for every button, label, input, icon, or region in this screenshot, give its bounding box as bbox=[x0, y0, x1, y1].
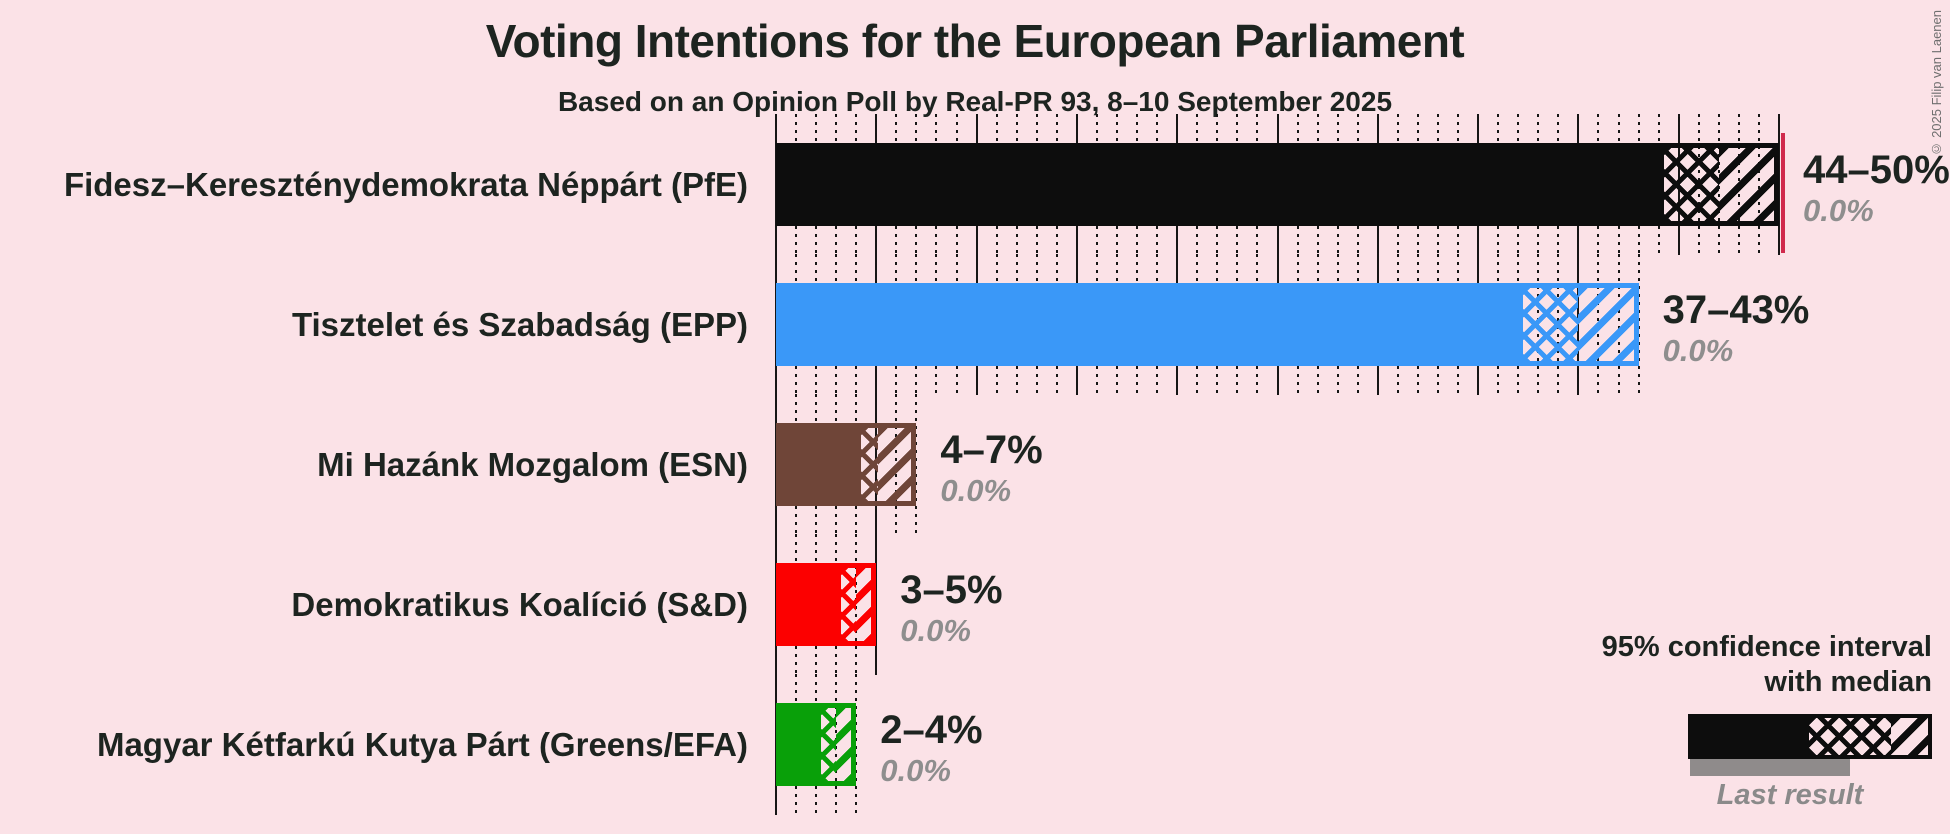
bar-solid-segment bbox=[776, 143, 1659, 226]
value-label-group: 44–50% 0.0% bbox=[1803, 149, 1950, 228]
party-label: Demokratikus Koalíció (S&D) bbox=[291, 586, 748, 623]
bar-solid-segment bbox=[776, 283, 1519, 366]
ci-diagonal-median-to-high bbox=[877, 428, 912, 501]
chart-title: Voting Intentions for the European Parli… bbox=[485, 15, 1465, 67]
last-result-value-label: 0.0% bbox=[1803, 193, 1874, 228]
ci-diagonal-median-to-high bbox=[856, 568, 872, 641]
gridline-dotted bbox=[915, 394, 918, 535]
bar-solid-segment bbox=[776, 423, 857, 506]
gridline-solid bbox=[875, 534, 878, 675]
legend-crosshatch-segment bbox=[1809, 718, 1891, 755]
value-label-group: 2–4% 0.0% bbox=[880, 709, 982, 788]
ci-crosshatch-low-to-median bbox=[861, 428, 878, 501]
value-range-label: 4–7% bbox=[940, 428, 1043, 472]
legend-last-result-label: Last result bbox=[1716, 779, 1864, 811]
legend-ci-label-line2: with median bbox=[1764, 666, 1932, 698]
party-label: Magyar Kétfarkú Kutya Párt (Greens/EFA) bbox=[96, 726, 748, 763]
legend-last-result-bar-sample bbox=[1690, 759, 1850, 776]
legend-solid-segment bbox=[1692, 718, 1809, 755]
last-result-value-label: 0.0% bbox=[1662, 333, 1734, 368]
bar-confidence-interval bbox=[856, 423, 917, 506]
legend-ci-label: 95% confidence interval with median bbox=[1602, 630, 1932, 700]
value-range-label: 3–5% bbox=[900, 568, 1003, 612]
party-label: Tisztelet és Szabadság (EPP) bbox=[291, 306, 748, 343]
ci-diagonal-median-to-high bbox=[1578, 288, 1634, 361]
last-result-value-label: 0.0% bbox=[900, 613, 971, 648]
last-result-value-label: 0.0% bbox=[940, 473, 1012, 508]
value-label-group: 3–5% 0.0% bbox=[900, 569, 1002, 648]
ci-diagonal-median-to-high bbox=[836, 708, 852, 781]
value-label-group: 37–43% 0.0% bbox=[1663, 289, 1810, 368]
ci-crosshatch-low-to-median bbox=[821, 708, 837, 781]
legend-diagonal-segment bbox=[1891, 718, 1928, 755]
bar-confidence-interval bbox=[836, 563, 877, 646]
ci-crosshatch-low-to-median bbox=[1663, 148, 1719, 221]
value-range-label: 44–50% bbox=[1803, 148, 1950, 192]
ci-diagonal-median-to-high bbox=[1718, 148, 1774, 221]
party-label: Mi Hazánk Mozgalom (ESN) bbox=[317, 446, 748, 483]
party-label: Fidesz–Kereszténydemokrata Néppárt (PfE) bbox=[63, 166, 748, 203]
bar-solid-segment bbox=[776, 703, 817, 786]
legend-ci-label-line1: 95% confidence interval bbox=[1601, 631, 1932, 663]
value-range-label: 2–4% bbox=[880, 708, 983, 752]
chart-subtitle: Based on an Opinion Poll by Real-PR 93, … bbox=[557, 86, 1393, 117]
gridline-dotted bbox=[1637, 254, 1640, 395]
value-range-label: 37–43% bbox=[1662, 288, 1810, 332]
bar-solid-segment bbox=[776, 563, 837, 646]
bar-confidence-interval bbox=[1518, 283, 1639, 366]
bar-confidence-interval bbox=[1658, 143, 1779, 226]
ci-crosshatch-low-to-median bbox=[841, 568, 857, 641]
gridline-dotted bbox=[855, 674, 858, 815]
ci-crosshatch-low-to-median bbox=[1523, 288, 1579, 361]
legend-confidence-bar-sample bbox=[1688, 714, 1932, 759]
copyright-note: © 2025 Filip van Laenen bbox=[1929, 10, 1944, 157]
last-result-value-label: 0.0% bbox=[880, 753, 951, 788]
majority-threshold-line bbox=[1781, 133, 1785, 253]
bar-confidence-interval bbox=[816, 703, 857, 786]
value-label-group: 4–7% 0.0% bbox=[940, 429, 1042, 508]
gridline-solid bbox=[1778, 114, 1780, 255]
